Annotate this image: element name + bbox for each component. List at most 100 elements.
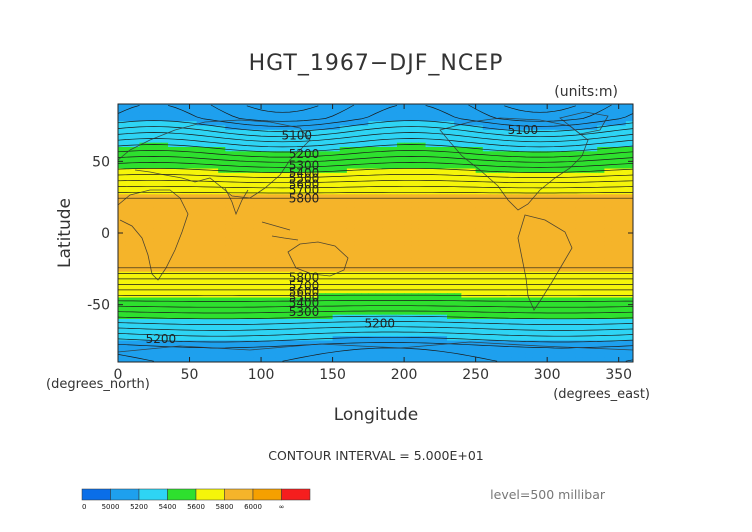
heatmap-cell [604,323,613,329]
heatmap-cell [611,194,620,200]
heatmap-cell [561,250,570,256]
heatmap-cell [268,254,276,260]
heatmap-cell [196,202,205,208]
heatmap-cell [354,314,362,320]
heatmap-cell [368,323,377,329]
heatmap-cell [239,215,248,221]
heatmap-cell [346,241,355,247]
heatmap-cell [590,211,598,217]
heatmap-cell [511,215,520,221]
heatmap-cell [382,194,391,200]
heatmap-cell [590,336,598,342]
heatmap-cell [425,177,434,182]
heatmap-cell [196,357,205,362]
heatmap-cell [325,224,334,230]
heatmap-cell [339,254,348,260]
heatmap-cell [454,323,462,329]
heatmap-cell [153,215,162,221]
heatmap-cell [325,215,334,221]
heatmap-cell [425,263,434,268]
heatmap-cell [118,250,126,256]
heatmap-cell [168,220,176,225]
heatmap-cell [182,181,191,187]
heatmap-cell [618,138,627,144]
heatmap-cell [296,207,305,213]
units-label: (units:m) [554,84,618,100]
heatmap-cell [303,215,312,221]
heatmap-cell [561,147,570,152]
heatmap-cell [239,181,248,187]
heatmap-cell [396,331,405,337]
heatmap-cell [232,125,241,131]
heatmap-cell [404,104,412,109]
heatmap-cell [432,267,441,273]
heatmap-cell [482,344,491,350]
heatmap-cell [540,108,548,114]
heatmap-cell [554,215,563,221]
heatmap-cell [339,121,348,127]
heatmap-cell [461,159,470,165]
heatmap-cell [339,319,348,324]
heatmap-cell [482,207,491,213]
heatmap-cell [604,297,613,303]
heatmap-cell [497,198,505,204]
heatmap-cell [261,323,269,329]
heatmap-cell [604,164,613,170]
heatmap-cell [382,134,391,139]
heatmap-cell [404,155,412,161]
heatmap-cell [396,349,405,354]
heatmap-cell [282,147,291,152]
heatmap-cell [425,207,434,213]
heatmap-cell [146,288,155,294]
x-tick-label: 150 [319,367,346,383]
heatmap-cell [182,116,191,122]
heatmap-cell [489,353,498,359]
heatmap-cell [153,267,162,273]
contour-line [118,150,633,158]
contour-line [118,331,633,337]
heatmap-cell [590,306,598,311]
heatmap-cell [468,271,477,277]
heatmap-cell [160,349,169,354]
heatmap-cell [625,228,633,234]
heatmap-cell [296,138,305,144]
heatmap-cell [253,155,262,161]
heatmap-cell [518,228,527,234]
heatmap-cell [196,288,205,294]
heatmap-cell [160,288,169,294]
contour-line [118,305,633,308]
heatmap-cell [568,142,577,148]
colorbar-tick-label: 0 [82,503,86,511]
heatmap-cell [461,129,470,135]
heatmap-cell [561,306,570,311]
heatmap-cell [532,258,541,264]
heatmap-cell [346,138,355,144]
heatmap-cell [246,267,255,273]
heatmap-cell [482,177,491,182]
heatmap-cell [454,258,462,264]
heatmap-cell [189,349,198,354]
heatmap-cell [396,306,405,311]
heatmap-cell [547,319,555,324]
heatmap-cell [418,125,427,131]
heatmap-cell [547,241,555,247]
heatmap-cell [575,172,584,178]
heatmap-cell [518,202,527,208]
heatmap-cell [325,340,334,346]
heatmap-cell [268,327,276,333]
heatmap-cell [547,306,555,311]
heatmap-cell [168,284,176,290]
heatmap-cell [618,263,627,268]
heatmap-cell [475,254,484,260]
heatmap-cell [568,254,577,260]
heatmap-cell [160,151,169,157]
heatmap-cell [611,177,620,182]
heatmap-cell [518,288,527,294]
heatmap-cell [246,314,255,320]
heatmap-cell [332,211,341,217]
heatmap-cell [203,198,212,204]
heatmap-cell [239,353,248,359]
heatmap-cell [311,155,319,161]
heatmap-cell [153,202,162,208]
heatmap-cell [175,116,183,122]
